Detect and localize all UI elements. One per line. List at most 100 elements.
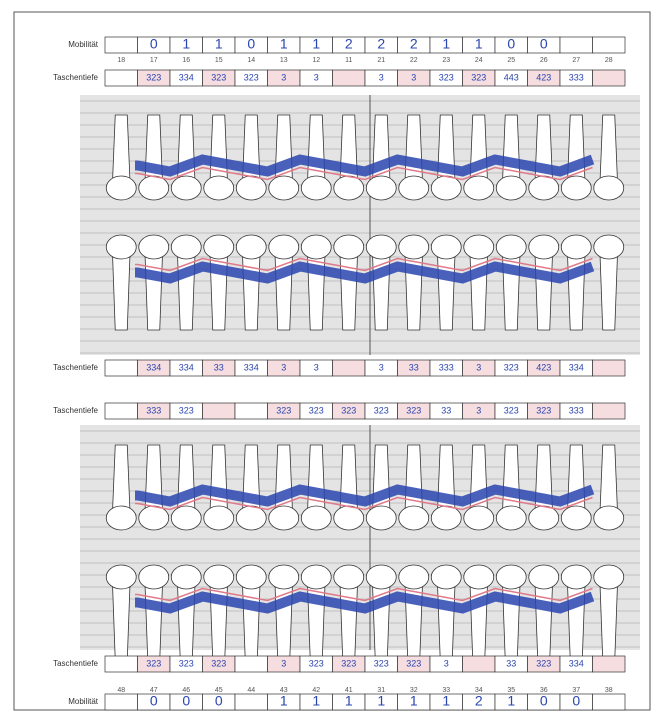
tooth-crown	[366, 235, 396, 259]
cell-value: 0	[540, 36, 548, 52]
tooth-crown	[561, 176, 591, 200]
tooth-crown	[464, 235, 494, 259]
cell-value: 334	[569, 362, 584, 372]
tooth-crown	[204, 506, 234, 530]
tooth-crown	[301, 176, 331, 200]
tooth-crown	[431, 506, 461, 530]
cell-value: 423	[536, 72, 551, 82]
tooth-crown	[366, 565, 396, 589]
cell-value: 323	[146, 658, 161, 668]
tooth-root	[112, 577, 130, 660]
tooth-crown	[204, 176, 234, 200]
cell-value: 3	[444, 658, 449, 668]
tooth-root	[405, 577, 423, 660]
cell-value: 3	[281, 658, 286, 668]
cell	[333, 70, 366, 86]
cell-value: 3	[281, 72, 286, 82]
cell-value: 3	[379, 362, 384, 372]
tooth-crown	[139, 506, 169, 530]
cell-value: 334	[244, 362, 259, 372]
cell	[105, 70, 138, 86]
cell-value: 333	[569, 72, 584, 82]
cell-value: 33	[214, 362, 224, 372]
tooth-root	[112, 247, 130, 330]
cell-value: 3	[379, 72, 384, 82]
cell-value: 323	[244, 72, 259, 82]
cell	[333, 360, 366, 376]
tooth-crown	[529, 506, 559, 530]
tooth-crown	[496, 176, 526, 200]
tooth-crown	[171, 176, 201, 200]
tooth-crown	[529, 565, 559, 589]
tooth-crown	[594, 565, 624, 589]
cell-value: 323	[341, 405, 356, 415]
cell-value: 0	[247, 36, 255, 52]
tooth-number: 44	[247, 687, 255, 694]
tooth-root	[340, 247, 358, 330]
cell	[105, 360, 138, 376]
row-label: Taschentiefe	[53, 659, 98, 668]
tooth-number: 28	[605, 57, 613, 64]
tooth-crown	[399, 176, 429, 200]
tooth-root	[242, 577, 260, 660]
cell-value: 423	[536, 362, 551, 372]
tooth-crown	[139, 176, 169, 200]
cell-value: 0	[215, 693, 223, 709]
tooth-crown	[236, 176, 266, 200]
cell-value: 0	[150, 693, 158, 709]
cell-value: 1	[442, 36, 450, 52]
cell	[463, 656, 496, 672]
cell	[105, 403, 138, 419]
cell-value: 1	[442, 693, 450, 709]
cell-value: 1	[280, 36, 288, 52]
tooth-root	[307, 577, 325, 660]
cell-value: 323	[471, 72, 486, 82]
tooth-crown	[334, 176, 364, 200]
panel-bg	[80, 425, 640, 650]
cell	[105, 694, 138, 710]
tooth-crown	[561, 565, 591, 589]
cell-value: 323	[504, 405, 519, 415]
cell-value: 0	[572, 693, 580, 709]
cell-value: 0	[507, 36, 515, 52]
tooth-crown	[269, 176, 299, 200]
cell-value: 1	[475, 36, 483, 52]
tooth-crown	[529, 235, 559, 259]
tooth-root	[405, 247, 423, 330]
tooth-root	[307, 247, 325, 330]
tooth-crown	[496, 506, 526, 530]
tooth-crown	[431, 176, 461, 200]
cell	[203, 403, 236, 419]
tooth-root	[242, 247, 260, 330]
cell-value: 2	[345, 36, 353, 52]
tooth-crown	[561, 506, 591, 530]
cell-value: 33	[409, 362, 419, 372]
tooth-crown	[594, 506, 624, 530]
tooth-crown	[561, 235, 591, 259]
tooth-root	[437, 247, 455, 330]
tooth-crown	[464, 506, 494, 530]
cell-value: 334	[569, 658, 584, 668]
tooth-crown	[269, 235, 299, 259]
cell-value: 3	[314, 362, 319, 372]
tooth-crown	[496, 235, 526, 259]
cell-value: 323	[179, 658, 194, 668]
tooth-number: 15	[215, 57, 223, 64]
cell-value: 0	[150, 36, 158, 52]
cell-value: 3	[476, 362, 481, 372]
cell-value: 1	[410, 693, 418, 709]
tooth-number: 48	[117, 687, 125, 694]
tooth-root	[210, 247, 228, 330]
tooth-root	[145, 247, 163, 330]
tooth-crown	[236, 565, 266, 589]
cell	[560, 37, 593, 53]
cell	[593, 70, 626, 86]
tooth-root	[210, 577, 228, 660]
tooth-crown	[399, 565, 429, 589]
cell-value: 323	[374, 405, 389, 415]
cell-value: 1	[280, 693, 288, 709]
cell	[593, 37, 626, 53]
cell-value: 323	[309, 658, 324, 668]
cell-value: 323	[211, 72, 226, 82]
tooth-number: 27	[572, 57, 580, 64]
